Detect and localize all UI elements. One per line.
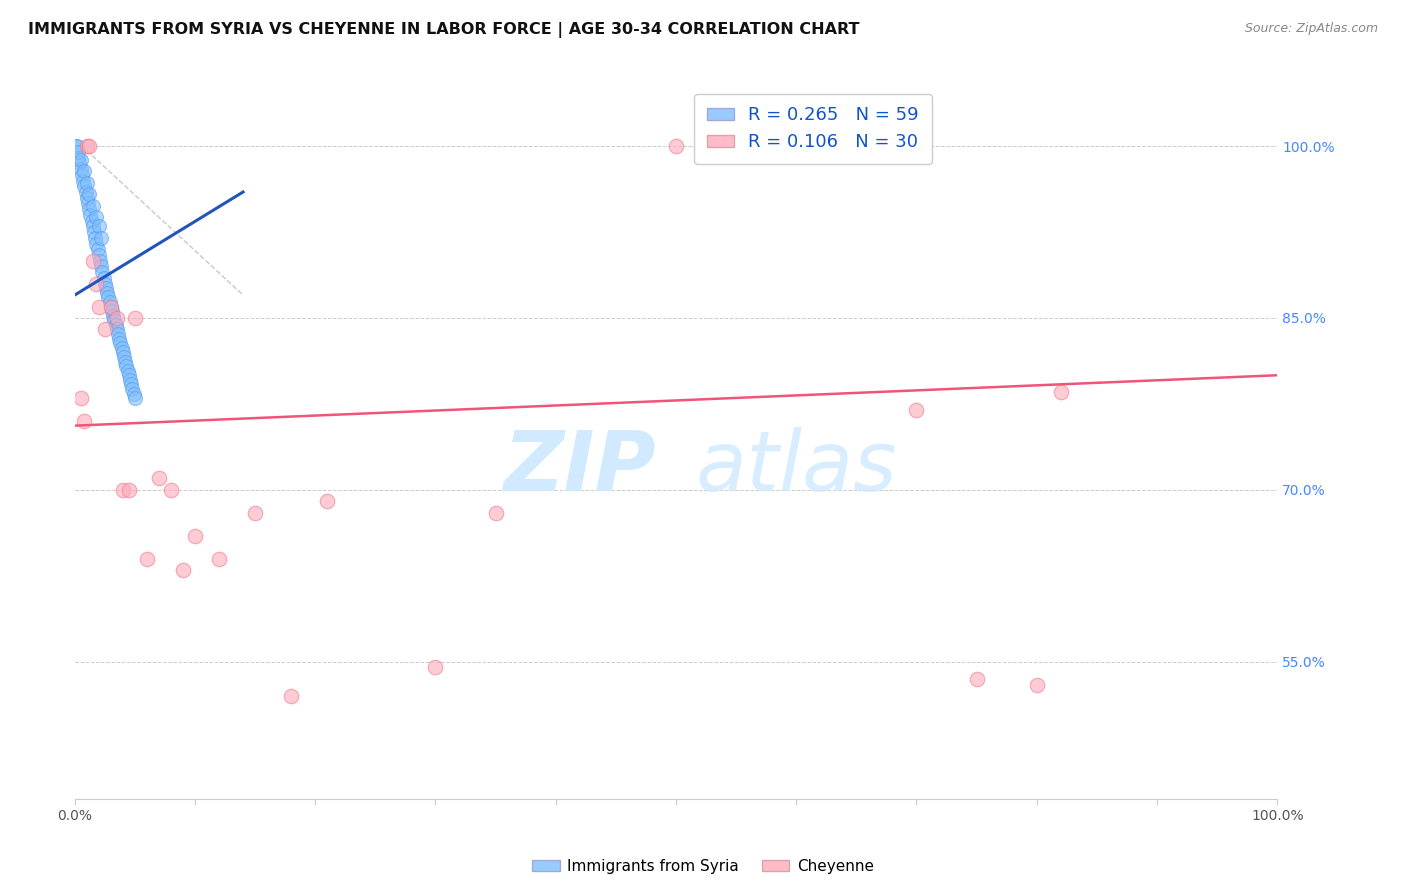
Point: [77, 187, 100, 202]
Point: [93, 322, 115, 336]
Point: [124, 310, 146, 325]
Point: [98, 295, 121, 310]
Point: [86, 242, 108, 256]
Point: [104, 318, 127, 332]
Point: [69, 162, 91, 177]
Point: [110, 336, 132, 351]
Point: [1025, 677, 1047, 691]
Point: [665, 139, 688, 153]
Point: [70, 168, 93, 182]
Point: [94, 281, 117, 295]
Point: [108, 332, 131, 346]
Legend: R = 0.265   N = 59, R = 0.106   N = 30: R = 0.265 N = 59, R = 0.106 N = 30: [695, 94, 932, 164]
Point: [93, 277, 115, 291]
Point: [67, 151, 90, 165]
Point: [76, 139, 98, 153]
Point: [75, 185, 97, 199]
Point: [118, 368, 141, 383]
Point: [97, 290, 120, 304]
Point: [73, 179, 96, 194]
Point: [785, 139, 807, 153]
Point: [76, 176, 98, 190]
Point: [117, 364, 139, 378]
Point: [82, 219, 104, 234]
Point: [65, 139, 87, 153]
Point: [122, 386, 145, 401]
Point: [76, 191, 98, 205]
Point: [96, 285, 118, 300]
Point: [86, 277, 108, 291]
Point: [105, 310, 128, 325]
Point: [124, 391, 146, 405]
Point: [148, 471, 170, 485]
Text: ZIP: ZIP: [503, 426, 657, 508]
Point: [103, 313, 125, 327]
Point: [87, 248, 110, 262]
Point: [73, 164, 96, 178]
Legend: Immigrants from Syria, Cheyenne: Immigrants from Syria, Cheyenne: [526, 853, 880, 880]
Point: [111, 483, 134, 497]
Point: [80, 213, 103, 227]
Point: [114, 354, 136, 368]
Point: [79, 208, 101, 222]
Point: [93, 271, 115, 285]
Point: [89, 253, 111, 268]
Text: Source: ZipAtlas.com: Source: ZipAtlas.com: [1244, 22, 1378, 36]
Point: [72, 173, 94, 187]
Point: [243, 506, 266, 520]
Point: [111, 345, 134, 359]
Point: [82, 199, 104, 213]
Point: [101, 304, 124, 318]
Point: [208, 551, 231, 566]
Point: [905, 402, 928, 417]
Point: [425, 660, 447, 674]
Point: [1049, 385, 1071, 400]
Point: [101, 309, 124, 323]
Point: [90, 231, 112, 245]
Point: [66, 139, 89, 153]
Point: [280, 689, 302, 703]
Point: [172, 563, 194, 577]
Point: [118, 373, 141, 387]
Point: [110, 341, 132, 355]
Point: [184, 528, 207, 542]
Point: [67, 145, 90, 159]
Point: [135, 551, 157, 566]
Point: [77, 202, 100, 216]
Point: [100, 300, 122, 314]
Point: [316, 494, 339, 508]
Text: atlas: atlas: [696, 426, 897, 508]
Point: [160, 483, 183, 497]
Point: [69, 391, 91, 405]
Point: [107, 326, 129, 341]
Point: [91, 265, 114, 279]
Point: [73, 414, 96, 428]
Point: [121, 382, 143, 396]
Point: [84, 231, 107, 245]
Point: [77, 139, 100, 153]
Point: [484, 506, 506, 520]
Point: [105, 322, 128, 336]
Point: [120, 377, 142, 392]
Point: [115, 359, 138, 373]
Point: [86, 210, 108, 224]
Point: [112, 350, 135, 364]
Point: [83, 225, 105, 239]
Point: [82, 253, 104, 268]
Point: [100, 300, 122, 314]
Point: [87, 300, 110, 314]
Point: [77, 196, 100, 211]
Point: [118, 483, 141, 497]
Point: [90, 260, 112, 274]
Text: IMMIGRANTS FROM SYRIA VS CHEYENNE IN LABOR FORCE | AGE 30-34 CORRELATION CHART: IMMIGRANTS FROM SYRIA VS CHEYENNE IN LAB…: [28, 22, 859, 38]
Point: [86, 236, 108, 251]
Point: [69, 156, 91, 170]
Point: [966, 672, 988, 686]
Point: [87, 219, 110, 234]
Point: [69, 153, 91, 167]
